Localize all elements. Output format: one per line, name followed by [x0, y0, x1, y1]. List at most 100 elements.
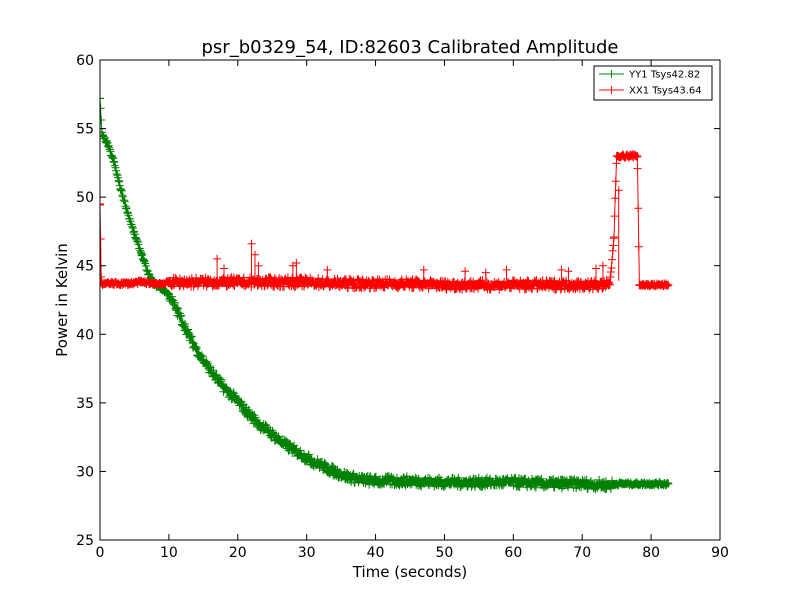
data-point — [282, 441, 290, 450]
spike-point — [220, 264, 228, 273]
data-point — [185, 333, 194, 342]
data-point — [440, 478, 449, 487]
spike-point — [481, 268, 490, 277]
x-tick-label: 80 — [642, 545, 660, 561]
data-point — [240, 405, 249, 414]
x-axis-label: Time (seconds) — [352, 563, 468, 581]
data-point — [633, 479, 642, 488]
data-point — [509, 478, 518, 487]
data-point — [151, 279, 160, 288]
data-point — [371, 477, 380, 486]
data-point — [247, 412, 256, 421]
spike-point — [461, 267, 470, 276]
spike-point — [213, 254, 222, 263]
data-point — [164, 290, 173, 299]
data-point — [100, 200, 104, 208]
data-point — [664, 280, 673, 289]
y-axis-label: Power in Kelvin — [53, 243, 71, 357]
spike-point — [564, 267, 573, 276]
data-point — [178, 317, 187, 326]
data-point — [609, 234, 618, 243]
x-tick-label: 0 — [96, 545, 105, 561]
data-point — [100, 94, 104, 103]
data-point — [275, 435, 284, 444]
data-point — [647, 280, 656, 289]
x-tick-label: 90 — [711, 545, 729, 561]
data-point — [268, 278, 277, 287]
x-tick-label: 30 — [298, 545, 316, 561]
data-point — [337, 470, 346, 479]
axes-frame — [99, 59, 721, 541]
x-tick-label: 10 — [160, 545, 178, 561]
data-point — [268, 430, 277, 439]
x-tick-label: 70 — [573, 545, 591, 561]
y-tick-label: 35 — [76, 396, 94, 412]
data-point — [323, 464, 332, 473]
data-point — [619, 152, 628, 160]
data-point — [100, 131, 107, 140]
data-point — [130, 230, 139, 239]
data-point — [233, 397, 242, 406]
data-point — [406, 279, 414, 288]
data-point — [109, 157, 118, 166]
data-point — [137, 278, 146, 287]
data-point — [261, 424, 270, 433]
data-point — [344, 472, 352, 481]
spike-point — [254, 261, 263, 270]
data-point — [116, 184, 125, 193]
data-point — [254, 419, 263, 428]
x-tick-label: 40 — [367, 545, 385, 561]
y-tick-label: 25 — [76, 533, 94, 549]
data-point — [330, 467, 339, 476]
data-point — [233, 278, 242, 287]
spike-point — [323, 265, 332, 274]
data-point — [123, 279, 132, 288]
data-point — [100, 279, 106, 288]
series-xx1 — [100, 150, 673, 294]
y-tick-label: 45 — [76, 259, 94, 275]
data-point — [144, 269, 153, 278]
data-point — [647, 479, 656, 488]
data-point — [626, 152, 635, 160]
spike-point — [592, 264, 600, 273]
data-point — [137, 249, 146, 258]
data-point — [206, 365, 215, 374]
spike-point — [557, 265, 566, 274]
data-point — [213, 375, 222, 384]
spike-point — [419, 265, 428, 274]
spike-point — [614, 186, 623, 195]
data-point — [635, 280, 644, 289]
data-point — [302, 278, 311, 287]
spike-point — [292, 258, 301, 267]
data-point — [192, 345, 201, 354]
data-point — [633, 152, 642, 160]
data-point — [664, 479, 673, 488]
data-point — [102, 138, 111, 147]
data-point — [509, 280, 518, 289]
data-point — [543, 479, 552, 488]
data-point — [543, 280, 552, 289]
axis-ticks: 0 10 20 30 40 50 60 70 80 90 25 30 35 40 45 50 55 60 — [76, 53, 729, 561]
data-point — [578, 479, 587, 488]
data-point — [371, 279, 380, 288]
x-tick-label: 20 — [229, 545, 247, 561]
legend-marker-yy1: + — [606, 67, 616, 81]
legend-box — [593, 65, 713, 101]
spike-point — [251, 250, 259, 259]
data-point — [578, 280, 587, 289]
y-tick-label: 30 — [76, 464, 94, 480]
data-point — [288, 445, 297, 454]
data-point — [161, 279, 170, 288]
spike-point — [247, 239, 256, 248]
data-point — [612, 479, 621, 488]
y-tick-label: 50 — [76, 190, 94, 206]
data-point — [226, 390, 235, 399]
x-tick-label: 60 — [504, 545, 522, 561]
data-point — [337, 279, 346, 288]
data-point — [220, 383, 228, 392]
spike-point — [598, 261, 607, 270]
chart-title: psr_b0329_54, ID:82603 Calibrated Amplit… — [202, 37, 619, 58]
data-point — [164, 278, 173, 287]
x-tick-label: 50 — [436, 545, 454, 561]
